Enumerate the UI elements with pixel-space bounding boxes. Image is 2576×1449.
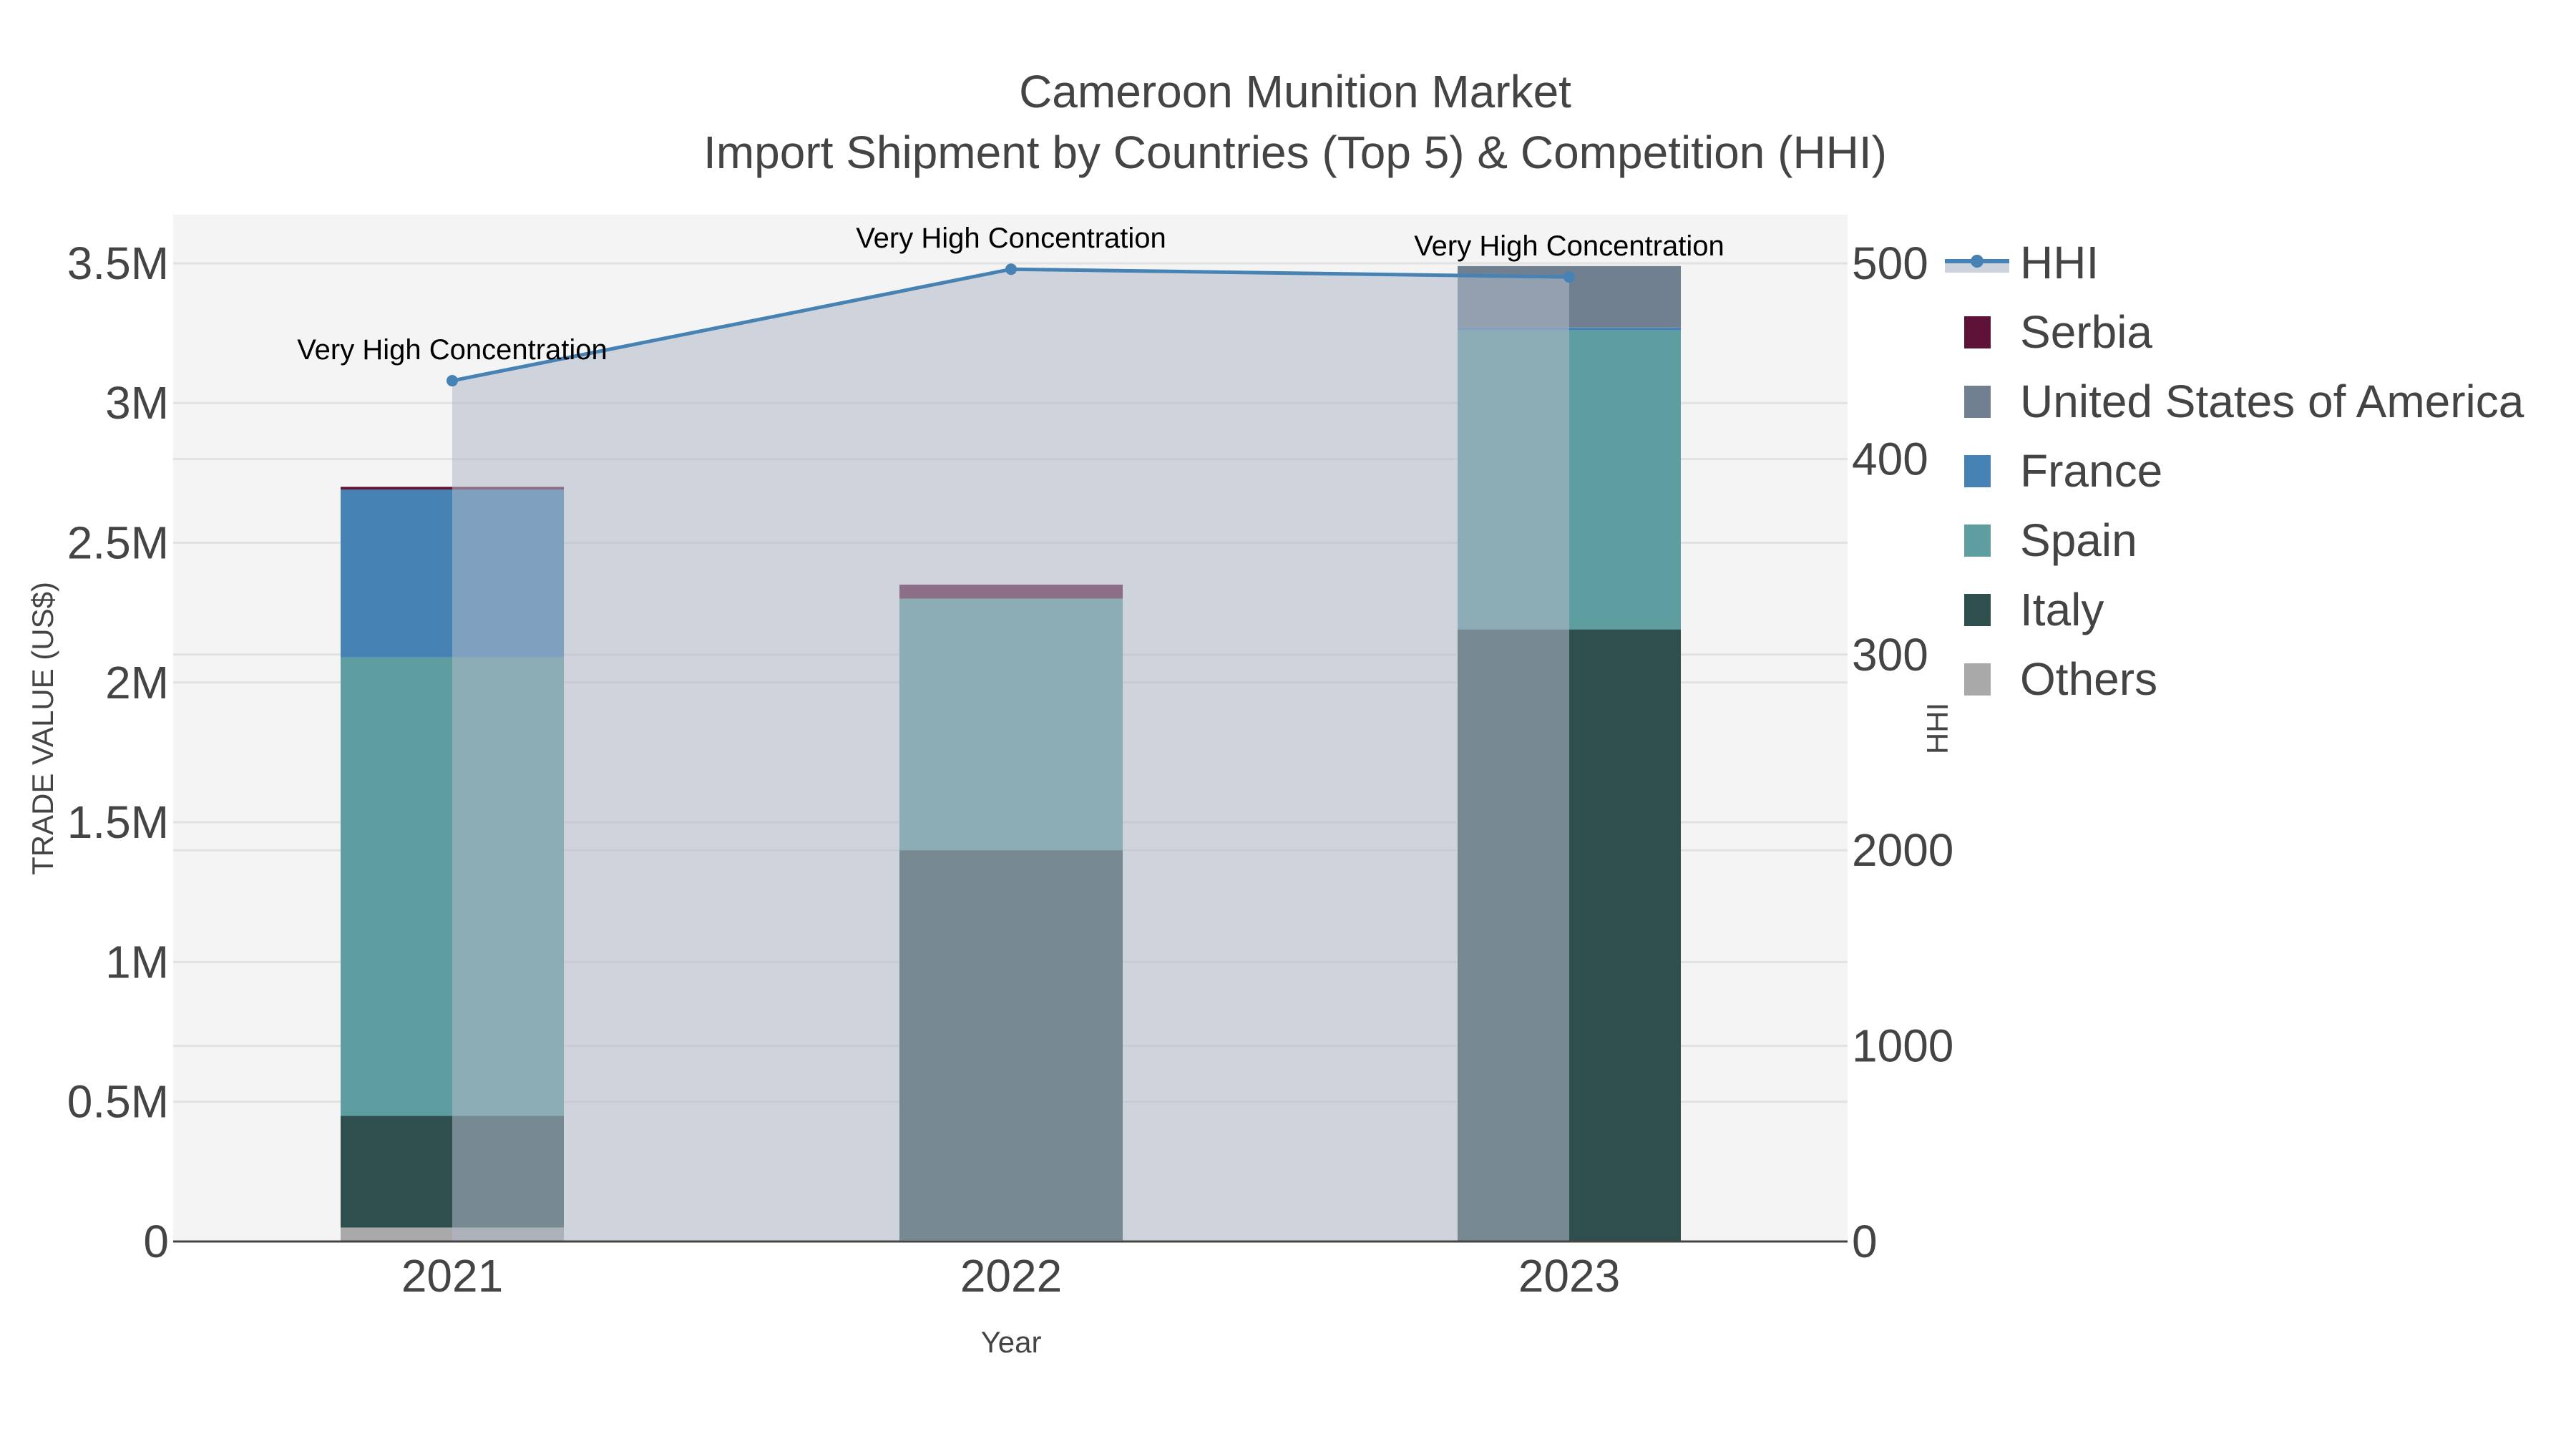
legend: HHI Serbia United States of America France S… <box>1945 237 2524 705</box>
y-left-tick-label: 2.5M <box>67 517 169 569</box>
x-tick-label-2023: 2023 <box>1518 1250 1620 1302</box>
x-axis-title: Year <box>981 1325 1042 1359</box>
legend-item-france[interactable]: France <box>1964 445 2162 497</box>
hhi-annotation-2022: Very High Concentration <box>856 223 1166 254</box>
y-axis-left: 0 0.5M 1M 1.5M 2M 2.5M 3M 3.5M <box>67 238 169 1267</box>
y-left-tick-label: 0 <box>143 1216 169 1267</box>
hhi-marker-2021 <box>447 375 458 387</box>
legend-label: HHI <box>2020 237 2099 288</box>
hhi-annotation-2021: Very High Concentration <box>297 334 608 366</box>
y-axis-left-title: TRADE VALUE (US$) <box>26 582 59 875</box>
legend-label: Italy <box>2020 584 2104 635</box>
legend-item-hhi[interactable]: HHI <box>1945 237 2099 288</box>
legend-label: Others <box>2020 653 2157 705</box>
y-right-tick-label: 1000 <box>1852 1020 1953 1072</box>
legend-label: Spain <box>2020 514 2137 566</box>
legend-swatch-icon <box>1964 455 1991 487</box>
legend-swatch-icon <box>1964 594 1991 626</box>
y-left-tick-label: 1.5M <box>67 796 169 848</box>
legend-label: France <box>2020 445 2162 497</box>
y-right-tick-label: 0 <box>1852 1216 1878 1267</box>
hhi-marker-2022 <box>1005 263 1017 275</box>
hhi-area <box>452 269 1569 1241</box>
legend-swatch-icon <box>1964 386 1991 418</box>
y-axis-right-title: HHI <box>1921 703 1954 754</box>
chart-subtitle: Import Shipment by Countries (Top 5) & C… <box>703 127 1887 178</box>
legend-swatch-icon <box>1964 663 1991 696</box>
y-left-tick-label: 1M <box>105 936 169 987</box>
legend-item-united-states-of-america[interactable]: United States of America <box>1964 376 2524 427</box>
legend-swatch-icon <box>1964 316 1991 348</box>
y-right-tick-label: 500 <box>1852 238 1928 289</box>
x-tick-label-2022: 2022 <box>960 1250 1062 1302</box>
y-left-tick-label: 3M <box>105 377 169 429</box>
hhi-annotation-2023: Very High Concentration <box>1414 230 1724 262</box>
x-tick-label-2021: 2021 <box>401 1250 503 1302</box>
y-right-tick-label: 300 <box>1852 629 1928 680</box>
y-left-tick-label: 0.5M <box>67 1076 169 1128</box>
hhi-series <box>447 263 1575 1241</box>
legend-item-italy[interactable]: Italy <box>1964 584 2104 635</box>
legend-label: United States of America <box>2020 376 2524 427</box>
hhi-legend-marker-icon <box>1971 255 1984 268</box>
legend-label: Serbia <box>2020 306 2152 358</box>
x-axis: 2021 2022 2023 <box>401 1250 1620 1302</box>
legend-item-spain[interactable]: Spain <box>1964 514 2137 566</box>
legend-item-serbia[interactable]: Serbia <box>1964 306 2152 358</box>
y-left-tick-label: 2M <box>105 657 169 708</box>
hhi-marker-2023 <box>1563 271 1575 283</box>
y-axis-right: 0 1000 2000 300 400 500 <box>1852 238 1953 1267</box>
y-right-tick-label: 2000 <box>1852 824 1953 876</box>
annotations: Very High Concentration Very High Concent… <box>297 223 1724 366</box>
legend-swatch-icon <box>1964 525 1991 557</box>
legend-item-others[interactable]: Others <box>1964 653 2157 705</box>
chart-title: Cameroon Munition Market <box>1019 66 1571 117</box>
y-left-tick-label: 3.5M <box>67 238 169 289</box>
y-right-tick-label: 400 <box>1852 433 1928 484</box>
